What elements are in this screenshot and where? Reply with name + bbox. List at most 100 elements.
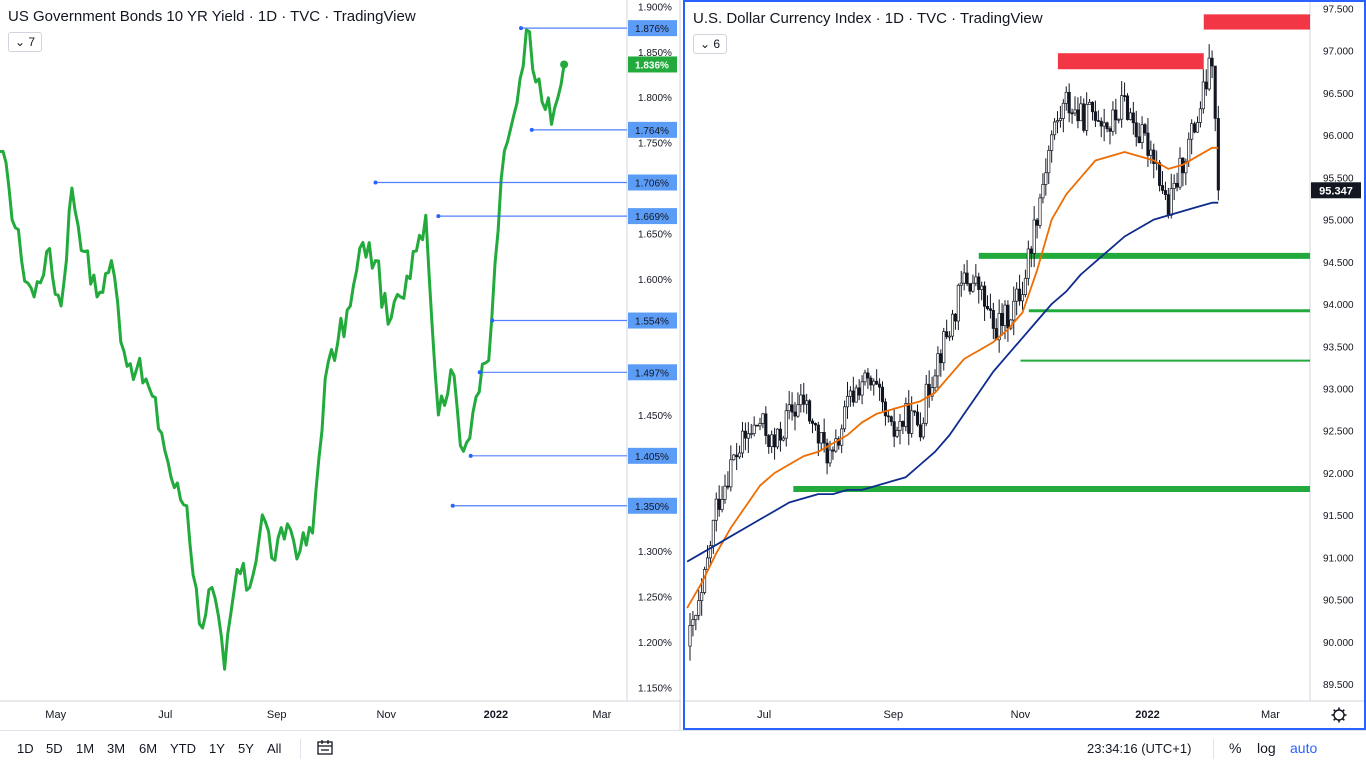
price-line-anchor [450, 503, 455, 508]
candle-body [924, 383, 928, 424]
price-line-anchor [529, 127, 534, 132]
candle-body [892, 421, 896, 437]
left-chart-pane[interactable]: 1.900% 1.850% 1.800% 1.750% 1.650% 1.600% 1.45… [0, 0, 681, 730]
y-tick-label: 92.000 [1323, 469, 1354, 480]
candle-body [822, 432, 826, 444]
candle-body [778, 428, 782, 441]
yield-chart[interactable]: 1.900% 1.850% 1.800% 1.750% 1.650% 1.600% 1.45… [0, 0, 681, 730]
range-1m-button[interactable]: 1M [76, 741, 95, 756]
candle-body [694, 615, 698, 620]
candle-body [1079, 103, 1083, 122]
resistance-zone [1203, 14, 1310, 30]
candle-body [1146, 132, 1150, 156]
left-legend-toggle[interactable]: ⌄ 7 [8, 32, 43, 52]
candle-body [1061, 102, 1065, 119]
candle-body [1018, 288, 1022, 302]
candle-body [735, 454, 739, 458]
y-tick-label: 92.500 [1323, 427, 1354, 438]
candle-body [711, 519, 715, 546]
y-tick-label: 95.500 [1323, 173, 1354, 184]
candle-body [886, 415, 890, 418]
candle-body [1067, 91, 1071, 114]
candle-body [1076, 109, 1080, 122]
right-chart-pane[interactable]: 97.500 97.000 96.500 96.000 95.500 95.000 94.5… [683, 0, 1366, 730]
candle-body [843, 406, 847, 430]
candle-body [857, 387, 861, 396]
range-6m-button[interactable]: 6M [139, 741, 158, 756]
gear-icon-tooth [1333, 709, 1337, 713]
candle-body [1003, 304, 1007, 326]
candle-body [985, 306, 990, 310]
candle-body [1137, 136, 1141, 144]
calendar-range-icon[interactable] [316, 739, 334, 760]
range-all-button[interactable]: All [267, 741, 282, 756]
range-1d-button[interactable]: 1D [17, 741, 34, 756]
right-legend-toggle[interactable]: ⌄ 6 [693, 34, 728, 54]
y-tick-label: 1.850% [638, 48, 672, 59]
candle-body [816, 424, 820, 444]
range-5y-button[interactable]: 5Y [238, 741, 254, 756]
candle-body [1131, 112, 1135, 124]
y-tick-label: 91.000 [1323, 553, 1354, 564]
candle-body [1187, 138, 1191, 162]
candle-body [1172, 182, 1176, 189]
price-line-label: 1.669% [635, 212, 669, 223]
candle-body [942, 331, 946, 364]
candle-body [854, 387, 858, 403]
log-toggle[interactable]: log [1257, 740, 1276, 756]
candle-body [959, 282, 963, 286]
candle-body [743, 430, 747, 439]
candle-body [775, 428, 780, 448]
candle-body [997, 313, 1001, 341]
candle-body [1093, 111, 1097, 121]
candle-body [983, 285, 987, 307]
candle-body [1026, 248, 1030, 279]
price-line-label-bg [628, 364, 677, 381]
x-tick-label: Jul [757, 709, 771, 721]
price-line-label-bg [628, 121, 677, 138]
candle-body [948, 335, 952, 338]
legend-count: 7 [28, 35, 36, 49]
candle-body [723, 485, 727, 500]
candle-body [1070, 112, 1074, 115]
percent-toggle[interactable]: % [1229, 740, 1242, 756]
y-tick-label: 95.000 [1323, 216, 1354, 227]
range-1y-button[interactable]: 1Y [209, 741, 225, 756]
range-3m-button[interactable]: 3M [107, 741, 126, 756]
candle-body [927, 383, 931, 397]
x-tick-label: 2022 [484, 709, 508, 721]
candle-body [1213, 65, 1217, 119]
x-tick-label: Jul [158, 709, 172, 721]
candle-body [700, 592, 704, 601]
candle-body [1055, 120, 1060, 123]
dxy-chart[interactable]: 97.500 97.000 96.500 96.000 95.500 95.000 94.5… [683, 0, 1366, 730]
candle-body [1117, 118, 1121, 121]
y-tick-label: 1.600% [638, 275, 672, 286]
y-tick-label: 97.000 [1323, 47, 1354, 58]
candle-body [950, 313, 955, 337]
candle-body [834, 438, 838, 452]
candle-body [1006, 304, 1010, 329]
candle-body [889, 416, 893, 423]
auto-toggle[interactable]: auto [1290, 740, 1318, 756]
candle-body [1134, 122, 1138, 138]
candle-body [1216, 118, 1220, 191]
candle-body [787, 404, 791, 412]
candle-body [1178, 157, 1182, 188]
candle-body [813, 423, 817, 426]
y-tick-label: 90.500 [1323, 596, 1354, 607]
candle-body [1044, 172, 1048, 185]
y-tick-label: 1.200% [638, 638, 672, 649]
candle-body [1158, 162, 1162, 186]
candle-body [1114, 109, 1118, 121]
price-line-label-bg [628, 497, 677, 514]
candle-body [793, 411, 797, 417]
y-tick-label: 91.500 [1323, 511, 1354, 522]
price-line-label: 1.350% [635, 502, 669, 513]
candle-body [872, 380, 876, 386]
candle-body [1175, 182, 1179, 188]
range-5d-button[interactable]: 5D [46, 741, 63, 756]
candle-body [1082, 103, 1086, 131]
right-chart-title: U.S. Dollar Currency Index · 1D · TVC · … [693, 10, 1043, 27]
range-ytd-button[interactable]: YTD [170, 741, 196, 756]
